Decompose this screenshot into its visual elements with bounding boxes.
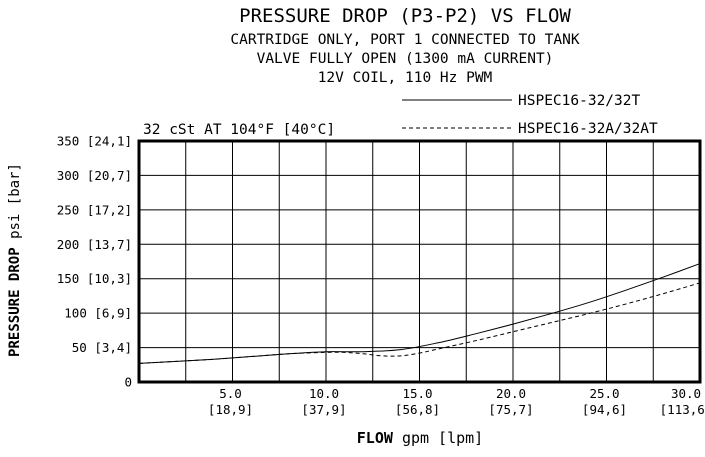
y-axis-unit: psi [bar] [7,163,23,239]
condition-note: 32 cSt AT 104°F [40°C] [143,122,335,138]
y-tick-label: 150 [10,3] [57,271,132,286]
grid [139,141,700,382]
x-tick-label: 20.0 [496,386,526,401]
y-tick-label: 350 [24,1] [57,134,132,149]
series-line-dashed [138,282,701,364]
x-tick-label-metric: [94,6] [582,402,627,417]
x-tick-label-metric: [37,9] [301,402,346,417]
x-tick-label-metric: [56,8] [395,402,440,417]
chart-title: PRESSURE DROP (P3-P2) VS FLOW [239,5,571,27]
y-tick-label: 250 [17,2] [57,202,132,217]
x-axis-title: FLOW [357,429,394,447]
x-tick-label: 15.0 [402,386,432,401]
y-tick-label: 0 [124,375,132,390]
y-tick-label: 300 [20,7] [57,168,132,183]
x-tick-label-metric: [18,9] [208,402,253,417]
y-axis-title: PRESSURE DROP [7,247,23,357]
subtitle-line-3: 12V COIL, 110 Hz PWM [318,70,493,86]
x-tick-label-metric: [113,6] [660,402,705,417]
x-tick-label-metric: [75,7] [488,402,533,417]
y-tick-label: 100 [6,9] [64,306,132,321]
y-tick-label: 200 [13,7] [57,237,132,252]
x-tick-label: 10.0 [309,386,339,401]
legend: HSPEC16-32/32T HSPEC16-32A/32AT [402,93,658,137]
y-tick-label: 50 [3,4] [72,340,132,355]
x-tick-label: 5.0 [219,386,242,401]
subtitle-line-1: CARTRIDGE ONLY, PORT 1 CONNECTED TO TANK [230,32,579,48]
x-tick-labels: 5.0[18,9] 10.0[37,9] 15.0[56,8] 20.0[75,7] 2… [208,386,705,417]
series-lines [138,263,701,364]
subtitle-line-2: VALVE FULLY OPEN (1300 mA CURRENT) [257,51,554,67]
x-axis-unit: gpm [lpm] [402,429,483,447]
legend-label-dashed: HSPEC16-32A/32AT [518,121,658,137]
y-axis-label: PRESSURE DROP psi [bar] [7,163,23,357]
x-tick-label: 25.0 [589,386,619,401]
legend-label-solid: HSPEC16-32/32T [518,93,640,109]
x-tick-label: 30.0 [671,386,701,401]
plot-frame [137,139,702,384]
x-axis-label: FLOW gpm [lpm] [357,429,483,447]
y-tick-labels: 0 50 [3,4] 100 [6,9] 150 [10,3] 200 [13,7] 25… [57,134,132,390]
